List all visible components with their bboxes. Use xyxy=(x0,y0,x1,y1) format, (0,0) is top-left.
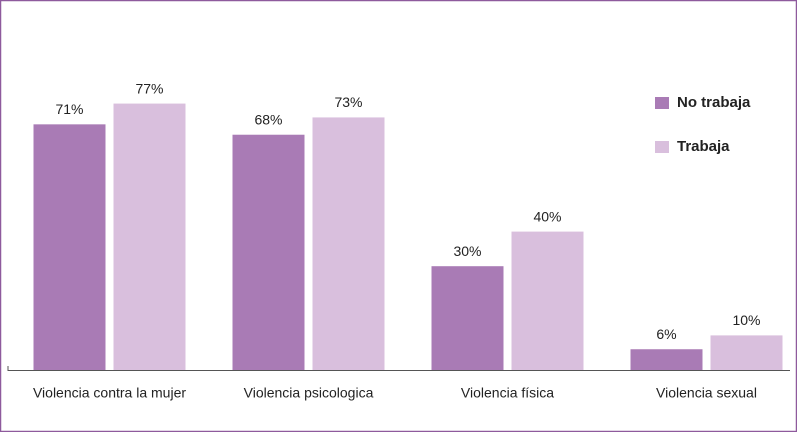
bar xyxy=(431,266,504,370)
data-label: 68% xyxy=(254,111,282,127)
bar xyxy=(710,335,783,370)
legend-swatch xyxy=(655,141,669,153)
bar xyxy=(232,134,305,370)
data-label: 30% xyxy=(453,243,481,259)
data-label: 10% xyxy=(732,312,760,328)
bar xyxy=(511,231,584,370)
data-label: 40% xyxy=(533,208,561,224)
data-label: 71% xyxy=(55,101,83,117)
data-label: 77% xyxy=(135,80,163,96)
bar xyxy=(33,124,106,370)
x-tick-label: Violencia sexual xyxy=(656,385,757,401)
legend-label: Trabaja xyxy=(677,138,730,155)
bar xyxy=(113,103,186,370)
data-label: 73% xyxy=(334,94,362,110)
x-tick-label: Violencia psicologica xyxy=(244,385,374,401)
legend-label: No trabaja xyxy=(677,94,751,111)
x-tick-label: Violencia contra la mujer xyxy=(33,385,186,401)
x-tick-label: Violencia física xyxy=(461,385,554,401)
bar xyxy=(630,349,703,370)
legend-swatch xyxy=(655,97,669,109)
data-label: 6% xyxy=(656,326,676,342)
bar xyxy=(312,117,385,370)
